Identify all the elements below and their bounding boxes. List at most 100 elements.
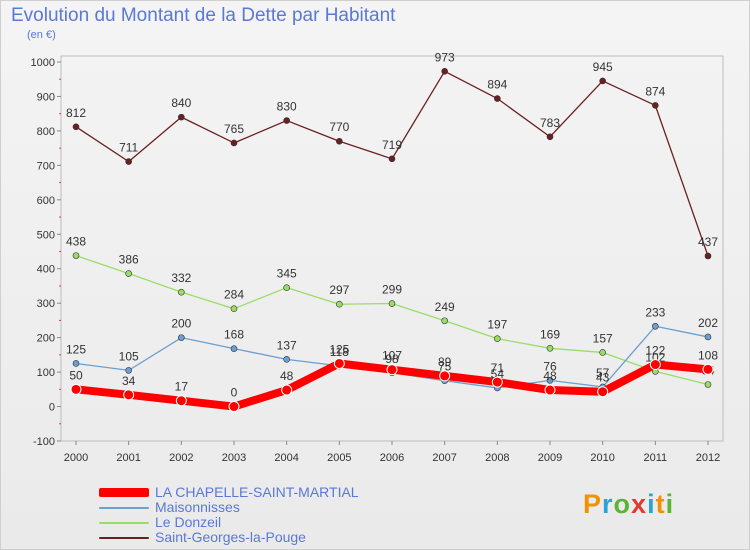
legend-label-le-donzeil: Le Donzeil — [155, 514, 222, 530]
legend-swatch-le-donzeil — [99, 522, 149, 524]
data-label: 50 — [69, 368, 83, 382]
data-label: 711 — [119, 141, 138, 155]
data-point — [230, 345, 238, 352]
y-tick-label: 600 — [37, 195, 55, 207]
data-label: 249 — [435, 300, 455, 314]
data-point — [546, 377, 554, 384]
data-label: 332 — [171, 271, 191, 285]
data-point — [281, 384, 293, 396]
x-tick-label: 2000 — [64, 452, 88, 464]
data-label: 107 — [382, 349, 402, 363]
data-point — [386, 364, 398, 376]
y-tick-label: 0 — [49, 402, 55, 414]
data-point — [597, 386, 609, 398]
data-label: 973 — [435, 50, 455, 64]
y-tick-label: -100 — [33, 436, 55, 448]
data-label: 200 — [171, 317, 191, 331]
data-point — [439, 370, 451, 382]
x-tick-label: 2011 — [644, 452, 668, 464]
data-label: 233 — [645, 305, 665, 319]
data-point — [72, 360, 80, 367]
x-tick-label: 2007 — [432, 452, 456, 464]
data-label: 125 — [66, 342, 86, 356]
legend-label-la-chapelle: LA CHAPELLE-SAINT-MARTIAL — [155, 484, 359, 500]
data-point — [704, 333, 712, 341]
data-point — [283, 356, 290, 363]
data-point — [388, 155, 396, 163]
data-label: 108 — [698, 348, 718, 362]
data-point — [491, 376, 503, 388]
x-tick-label: 2010 — [590, 452, 614, 464]
x-tick-label: 2002 — [169, 452, 193, 464]
data-label: 168 — [224, 328, 244, 342]
legend-label-saint-georges: Saint-Georges-la-Pouge — [155, 529, 306, 545]
data-label: 137 — [277, 338, 297, 352]
data-point — [599, 349, 606, 356]
data-point — [178, 288, 185, 296]
data-point — [70, 383, 82, 395]
data-label: 0 — [231, 386, 238, 400]
x-tick-label: 2009 — [538, 452, 562, 464]
data-point — [652, 322, 659, 330]
data-label: 830 — [277, 100, 297, 114]
data-point — [175, 395, 187, 407]
data-label: 76 — [543, 359, 557, 373]
data-label: 98 — [385, 352, 399, 366]
x-tick-label: 2004 — [274, 452, 298, 464]
data-label: 118 — [330, 345, 349, 359]
y-tick-label: 100 — [37, 367, 55, 379]
data-point — [283, 117, 290, 124]
data-point — [178, 334, 185, 341]
data-label: 34 — [122, 374, 136, 388]
data-label: 345 — [277, 267, 297, 281]
data-label: 765 — [224, 122, 244, 136]
data-label: 438 — [66, 235, 86, 249]
chart-subtitle: (en €) — [27, 29, 56, 41]
legend-label-maisonnisses: Maisonnisses — [155, 499, 240, 515]
x-tick-label: 2012 — [696, 452, 720, 464]
data-point — [125, 270, 132, 277]
data-label: 297 — [329, 283, 349, 297]
data-label: 437 — [698, 235, 718, 249]
data-label: 894 — [487, 78, 507, 92]
data-point — [441, 68, 448, 75]
data-point — [123, 389, 135, 401]
data-label: 125 — [329, 342, 349, 356]
legend-swatch-la-chapelle — [99, 488, 149, 497]
data-label: 202 — [698, 316, 718, 330]
data-label: 840 — [171, 96, 191, 110]
data-label: 770 — [329, 120, 349, 134]
data-label: 105 — [119, 349, 139, 363]
data-point — [336, 300, 343, 308]
data-point — [230, 305, 238, 312]
x-tick-label: 2005 — [327, 452, 351, 464]
data-point — [72, 252, 80, 259]
y-tick-label: 700 — [37, 160, 55, 172]
y-tick-label: 200 — [37, 333, 55, 345]
data-point — [702, 363, 714, 375]
chart-title: Evolution du Montant de la Dette par Hab… — [11, 5, 396, 26]
data-label: 169 — [540, 327, 560, 341]
data-label: 48 — [280, 369, 294, 383]
data-point — [72, 123, 80, 131]
data-label: 386 — [119, 253, 139, 267]
data-label: 299 — [382, 283, 402, 297]
data-point — [336, 137, 343, 145]
y-tick-label: 400 — [37, 264, 55, 276]
data-label: 89 — [438, 355, 452, 369]
data-label: 945 — [593, 60, 613, 74]
data-point — [704, 252, 712, 260]
data-point — [649, 359, 661, 371]
data-label: 48 — [543, 369, 557, 383]
data-point — [704, 381, 712, 388]
x-tick-label: 2008 — [485, 452, 509, 464]
data-point — [125, 367, 132, 374]
data-point — [546, 345, 554, 352]
legend-swatch-maisonnisses — [99, 507, 149, 509]
data-label: 812 — [66, 106, 86, 120]
data-point — [544, 384, 556, 396]
data-point — [333, 357, 345, 369]
data-label: 719 — [382, 138, 402, 152]
x-tick-label: 2006 — [380, 452, 404, 464]
